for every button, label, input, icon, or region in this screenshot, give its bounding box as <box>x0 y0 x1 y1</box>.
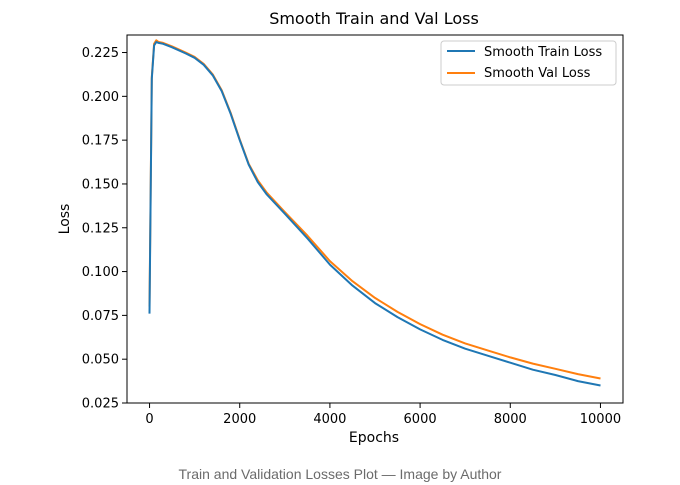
loss-chart: Smooth Train and Val Loss 0 2000 4000 6000 8… <box>57 9 624 446</box>
y-tick-label: 0.225 <box>82 46 119 61</box>
y-axis-label: Loss <box>57 204 73 235</box>
y-tick-label: 0.150 <box>82 177 119 192</box>
x-axis: 0 2000 4000 6000 8000 10000 <box>145 403 621 427</box>
y-axis: 0.025 0.050 0.075 0.100 0.125 0.150 0.175 0.200… <box>82 46 127 412</box>
series-lines <box>148 39 601 387</box>
val-loss-line <box>148 39 601 380</box>
x-tick-label: 4000 <box>313 412 346 427</box>
figure-caption: Train and Validation Losses Plot — Image… <box>178 466 502 482</box>
legend-label-val: Smooth Val Loss <box>484 66 591 81</box>
y-tick-label: 0.050 <box>82 353 119 368</box>
legend-label-train: Smooth Train Loss <box>484 45 602 60</box>
x-tick-label: 6000 <box>404 412 437 427</box>
x-tick-label: 8000 <box>494 412 527 427</box>
y-tick-label: 0.025 <box>82 397 119 412</box>
x-tick-label: 2000 <box>223 412 256 427</box>
y-tick-label: 0.175 <box>82 134 119 149</box>
x-axis-label: Epochs <box>349 430 399 446</box>
legend-frame <box>440 40 617 86</box>
y-tick-label: 0.200 <box>82 90 119 105</box>
train-loss-line <box>148 41 601 387</box>
chart-title: Smooth Train and Val Loss <box>269 9 479 28</box>
legend: Smooth Train Loss Smooth Val Loss <box>440 40 617 86</box>
y-tick-label: 0.075 <box>82 309 119 324</box>
plot-frame <box>126 34 624 404</box>
x-tick-label: 10000 <box>580 412 621 427</box>
y-tick-label: 0.125 <box>82 221 119 236</box>
x-tick-label: 0 <box>145 412 153 427</box>
y-tick-label: 0.100 <box>82 265 119 280</box>
